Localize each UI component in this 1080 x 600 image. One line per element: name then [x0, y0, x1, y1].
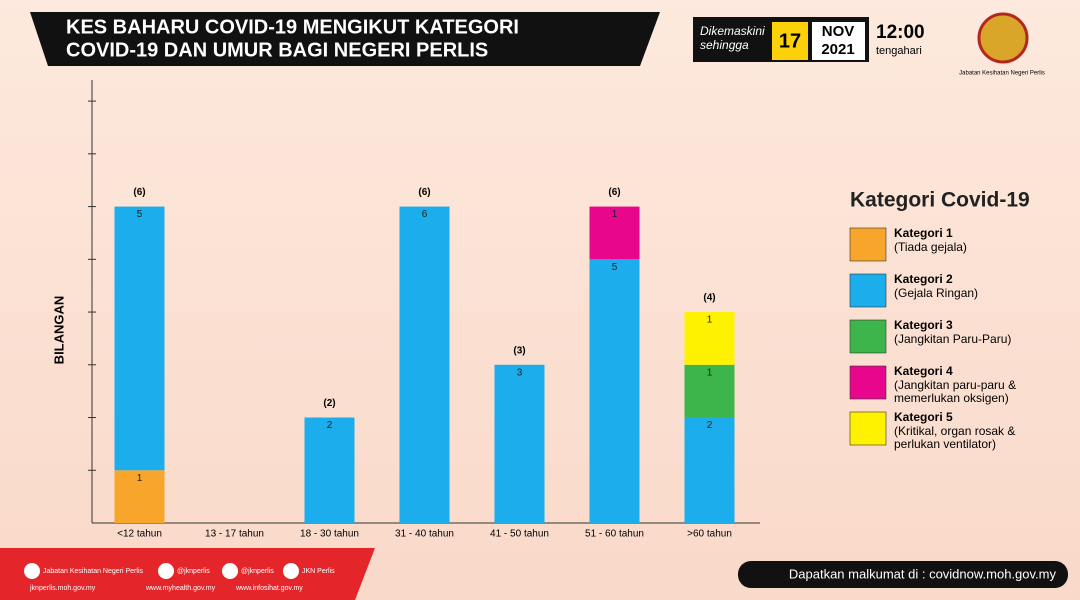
info: Dapatkan malkumat di : covidnow.moh.gov.…: [789, 566, 1057, 581]
time-note: tengahari: [876, 45, 922, 57]
time: 12:00: [876, 22, 925, 43]
legend-description: (Jangkitan paru-paru &: [894, 378, 1016, 392]
title: KES BAHARU COVID-19 MENGIKUT KATEGORI: [66, 16, 519, 38]
bar-label: 5: [612, 262, 618, 273]
info-box: [738, 561, 1068, 588]
legend-name: Kategori 3: [894, 318, 953, 332]
footer-banner: [0, 548, 375, 600]
bar-segment: [684, 417, 735, 523]
title: COVID-19 DAN UMUR BAGI NEGERI PERLIS: [66, 39, 488, 61]
bar-segment: [114, 470, 165, 523]
bar-label: 1: [612, 209, 618, 220]
bar-segment: [399, 206, 450, 524]
total-label: (2): [323, 398, 335, 409]
social-icon: [222, 563, 238, 579]
bar-label: 3: [517, 367, 523, 378]
x-tick-label: 41 - 50 tahun: [490, 529, 549, 540]
legend-swatch: [849, 411, 887, 446]
bar-label: 5: [137, 209, 143, 220]
social-icon: [158, 563, 174, 579]
year: 2021: [821, 41, 854, 58]
updated-label: Dikemaskini: [700, 24, 765, 38]
bar-segment: [684, 312, 735, 365]
total-label: (6): [418, 187, 430, 198]
legend-name: Kategori 5: [894, 410, 953, 424]
bar-label: 2: [707, 420, 713, 431]
x-tick-label: 51 - 60 tahun: [585, 529, 644, 540]
month-box: [812, 22, 865, 60]
legend-description: memerlukan oksigen): [894, 391, 1009, 405]
link: jknperlis.moh.gov.my: [29, 585, 96, 592]
legend-description: (Tiada gejala): [894, 240, 967, 254]
social-handle: Jabatan Kesihatan Negeri Perlis: [43, 568, 144, 575]
link: www.myhealth.gov.my: [145, 585, 216, 592]
x-tick-label: <12 tahun: [117, 529, 162, 540]
x-tick-label: 13 - 17 tahun: [205, 529, 264, 540]
legend-swatch: [849, 227, 887, 262]
bar-segment: [684, 364, 735, 418]
bar-segment: [589, 259, 640, 523]
legend-swatch: [849, 319, 887, 354]
day: 17: [779, 30, 801, 52]
social-icon: [283, 563, 299, 579]
total-label: (6): [608, 187, 620, 198]
social-icon: [24, 563, 40, 579]
month: NOV: [822, 23, 855, 40]
legend-title: Kategori Covid-19: [850, 189, 1030, 212]
social-handle: @jknperlis: [241, 568, 274, 575]
legend-swatch: [849, 273, 887, 308]
link: www.infosihat.gov.my: [235, 585, 303, 592]
total-label: (6): [133, 187, 145, 198]
bar-segment: [589, 206, 640, 260]
legend-description: (Gejala Ringan): [894, 286, 978, 300]
legend-name: Kategori 4: [894, 364, 953, 378]
agency: Jabatan Kesihatan Negeri Perlis: [959, 71, 1045, 77]
bar-segment: [494, 364, 545, 523]
x-tick-label: 18 - 30 tahun: [300, 529, 359, 540]
total-label: (3): [513, 345, 525, 356]
x-tick-label: >60 tahun: [687, 529, 732, 540]
social-handle: @jknperlis: [177, 568, 210, 575]
bar-label: 6: [422, 209, 428, 220]
legend-description: perlukan ventilator): [894, 437, 996, 451]
title-banner: [30, 12, 660, 66]
legend-description: (Jangkitan Paru-Paru): [894, 332, 1011, 346]
logo: [977, 12, 1029, 64]
bar-segment: [114, 206, 165, 471]
bar-label: 1: [707, 315, 713, 326]
x-tick-label: 31 - 40 tahun: [395, 529, 454, 540]
social-handle: JKN Perlis: [302, 568, 335, 575]
total-label: (4): [703, 293, 715, 304]
day-box: [772, 22, 808, 60]
legend-description: (Kritikal, organ rosak &: [894, 424, 1015, 438]
updated-label: sehingga: [700, 38, 749, 52]
y-axis-label: BILANGAN: [51, 296, 66, 365]
legend-swatch: [849, 365, 887, 400]
legend-name: Kategori 1: [894, 226, 953, 240]
bar-label: 1: [707, 367, 713, 378]
bar-segment: [304, 417, 355, 523]
bar-label: 2: [327, 420, 333, 431]
bar-label: 1: [137, 473, 143, 484]
legend-name: Kategori 2: [894, 272, 953, 286]
